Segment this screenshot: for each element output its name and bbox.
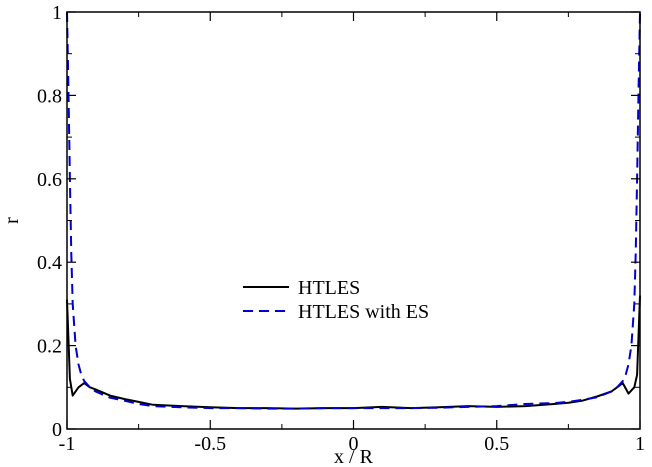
series-line-1 bbox=[66, 11, 641, 410]
y-tick-label-5: 1 bbox=[52, 2, 62, 24]
plot-area bbox=[66, 11, 641, 410]
axes: -1 -0.5 0 0.5 1 0 0.2 0.4 0.6 0.8 1 bbox=[37, 2, 645, 455]
x-tick-label-0: -1 bbox=[59, 433, 76, 455]
y-tick-label-1: 0.2 bbox=[37, 336, 62, 358]
legend-label-0: HTLES bbox=[298, 277, 360, 299]
y-tick-label-3: 0.6 bbox=[37, 169, 62, 191]
x-axis-label: x / R bbox=[334, 446, 374, 467]
y-axis-label: r bbox=[1, 217, 23, 224]
y-tick-label-0: 0 bbox=[52, 419, 62, 441]
x-tick-label-1: -0.5 bbox=[194, 433, 226, 455]
legend-label-1: HTLES with ES bbox=[298, 301, 429, 323]
x-tick-label-2: 0 bbox=[349, 433, 359, 455]
y-tick-label-4: 0.8 bbox=[37, 85, 62, 107]
y-tick-label-2: 0.4 bbox=[37, 252, 62, 274]
x-tick-label-4: 1 bbox=[635, 433, 645, 455]
plot-frame bbox=[66, 11, 641, 430]
x-tick-label-3: 0.5 bbox=[484, 433, 509, 455]
